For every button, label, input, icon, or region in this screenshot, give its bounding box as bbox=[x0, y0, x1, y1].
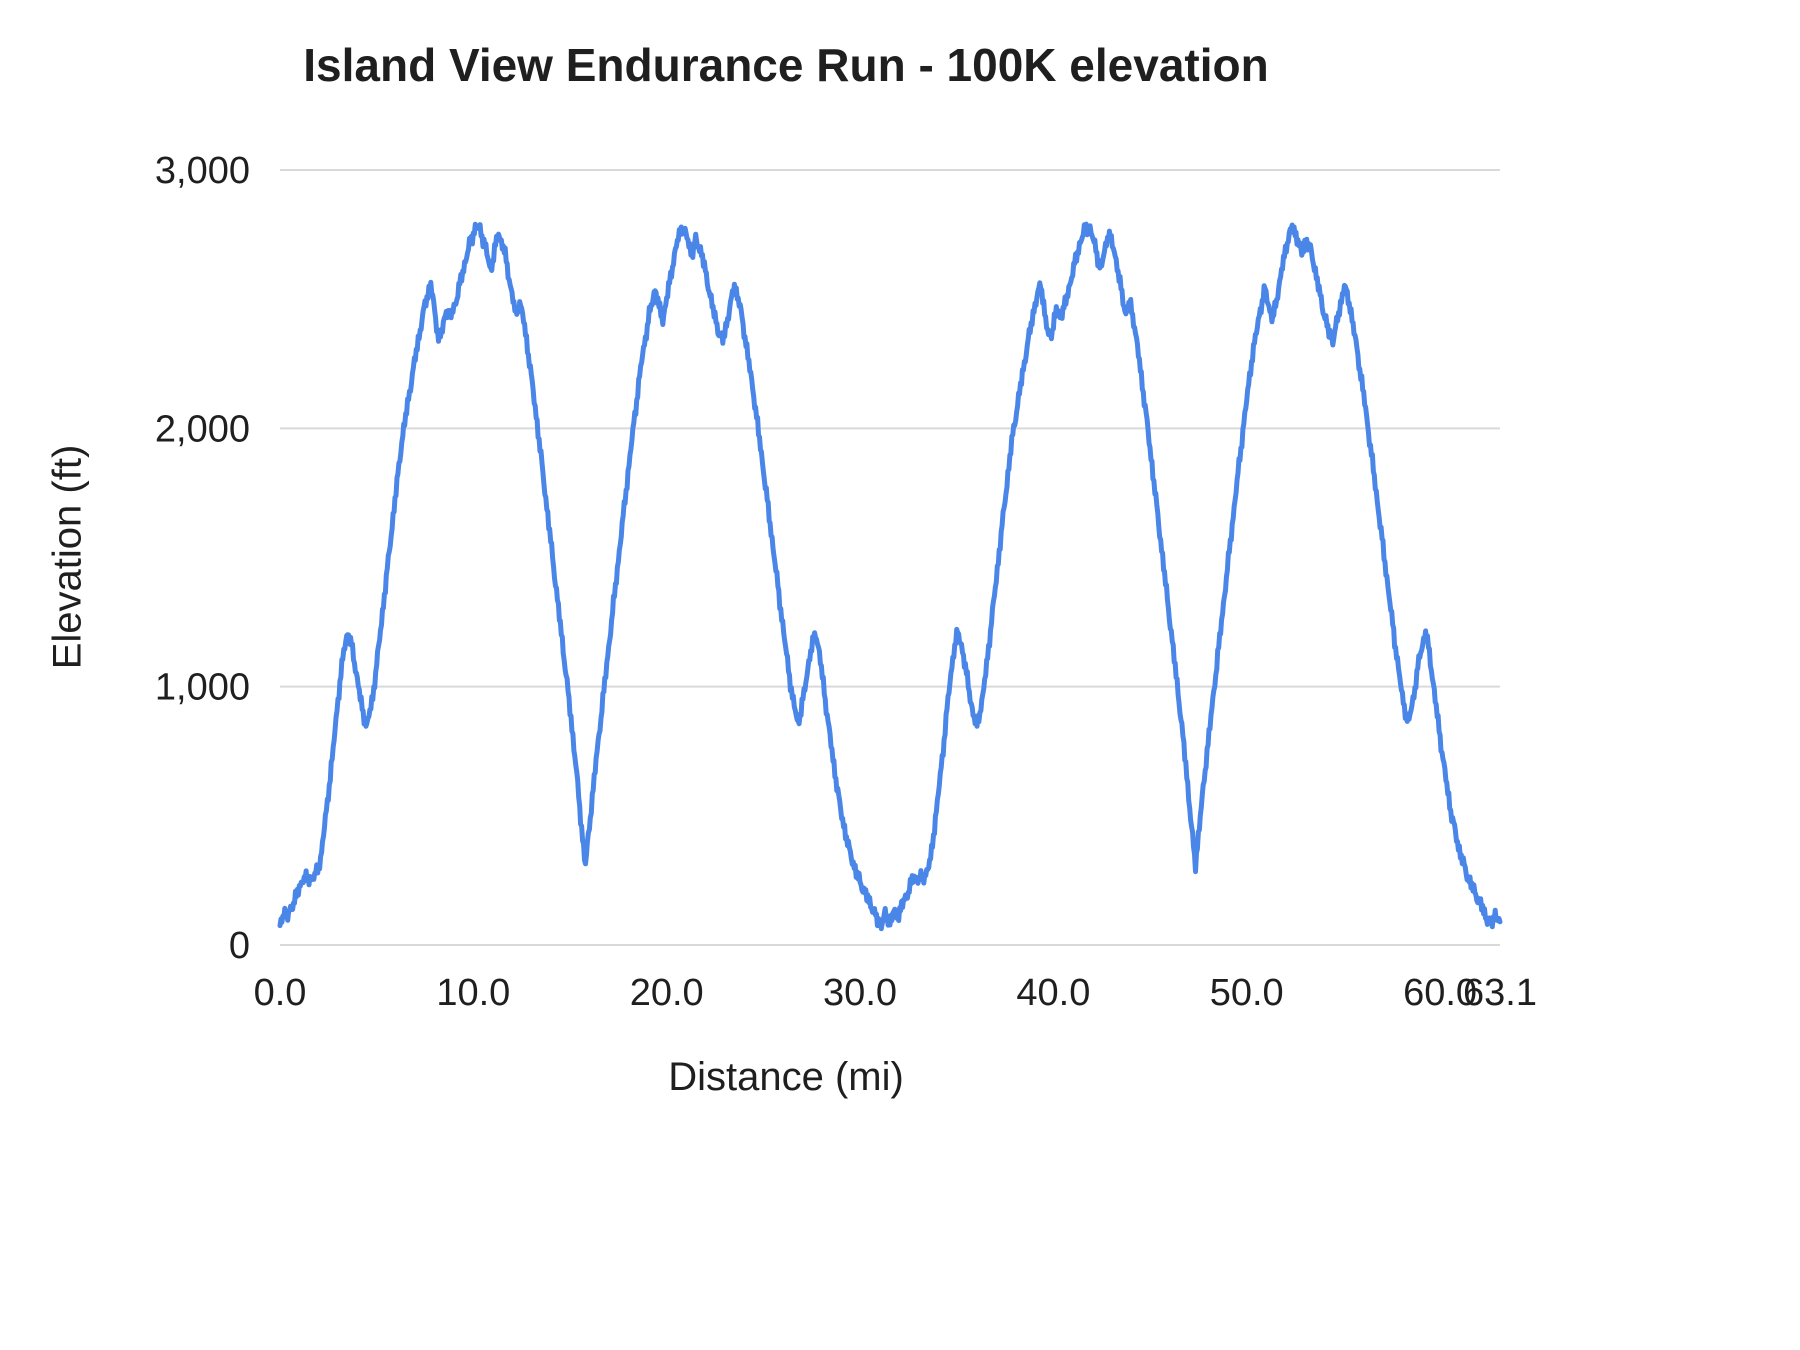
x-tick-label: 60.0 bbox=[1403, 972, 1477, 1014]
x-tick-label: 10.0 bbox=[436, 972, 510, 1014]
x-tick-label: 20.0 bbox=[630, 972, 704, 1014]
elevation-line bbox=[277, 221, 1503, 932]
x-tick-label: 63.1 bbox=[1463, 972, 1537, 1014]
y-tick-label: 2,000 bbox=[155, 408, 250, 450]
y-tick-label: 0 bbox=[229, 925, 250, 967]
y-tick-label: 1,000 bbox=[155, 667, 250, 709]
chart-title: Island View Endurance Run - 100K elevati… bbox=[303, 39, 1269, 91]
x-tick-label: 30.0 bbox=[823, 972, 897, 1014]
x-tick-label: 50.0 bbox=[1210, 972, 1284, 1014]
x-tick-label: 0.0 bbox=[254, 972, 307, 1014]
y-tick-label: 3,000 bbox=[155, 150, 250, 192]
x-tick-label: 40.0 bbox=[1016, 972, 1090, 1014]
x-axis-title: Distance (mi) bbox=[668, 1055, 904, 1099]
